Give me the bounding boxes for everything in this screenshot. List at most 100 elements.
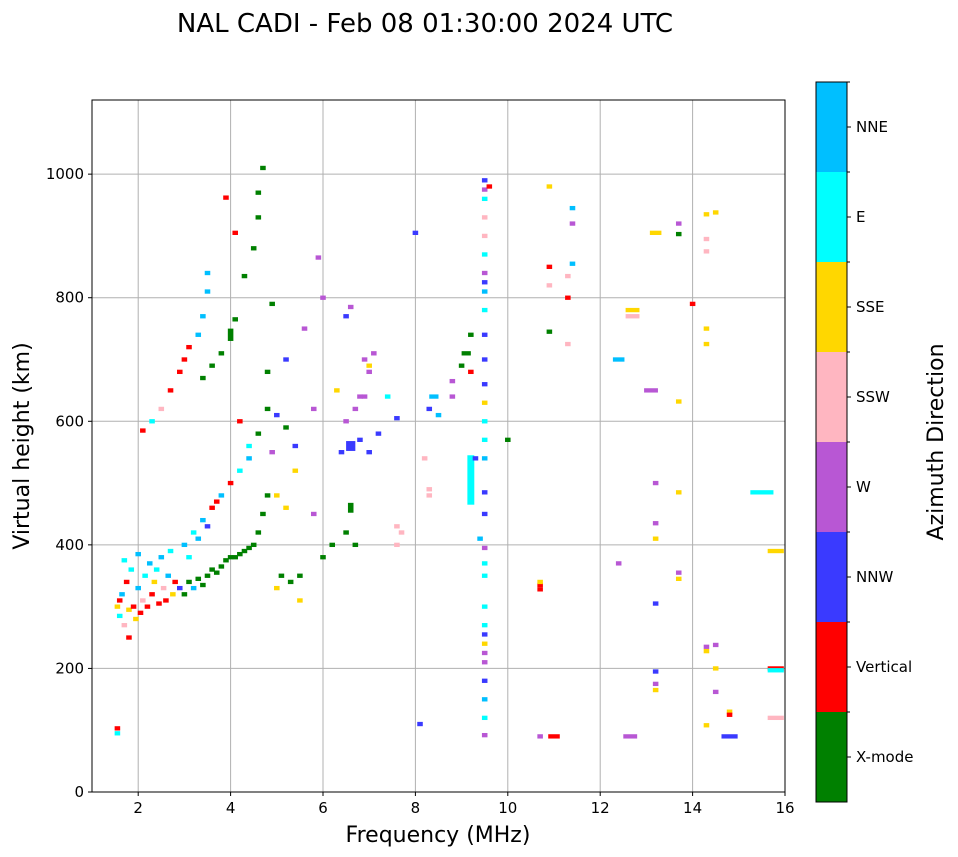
data-point-w: [481, 270, 488, 276]
data-point-w: [644, 388, 658, 393]
data-point-vertical: [213, 499, 220, 504]
data-point-x-mode: [264, 406, 271, 412]
data-point-vertical: [172, 579, 178, 585]
data-point-e: [481, 604, 488, 609]
x-tick-label: 14: [683, 799, 702, 817]
data-point-sse: [126, 607, 132, 612]
data-point-w: [712, 689, 719, 695]
data-point-e: [153, 567, 160, 572]
data-point-vertical: [123, 579, 130, 585]
data-point-x-mode: [218, 564, 225, 569]
data-point-vertical: [565, 295, 571, 300]
colorbar-swatch: [816, 352, 847, 442]
data-point-nne: [195, 536, 202, 541]
data-point-vertical: [227, 480, 234, 486]
data-point-ssw: [426, 493, 433, 498]
colorbar-swatch: [816, 532, 847, 622]
data-point-x-mode: [223, 558, 229, 563]
data-point-x-mode: [237, 551, 243, 557]
data-point-x-mode: [255, 431, 262, 436]
data-point-nne: [181, 542, 188, 548]
data-point-sse: [767, 548, 784, 554]
data-point-e: [384, 394, 391, 399]
data-point-ssw: [426, 487, 433, 492]
colorbar-label: Azimuth Direction: [924, 343, 949, 540]
y-tick-label: 800: [55, 289, 84, 307]
data-point-e: [481, 419, 488, 424]
data-point-nnw: [357, 437, 363, 442]
colorbar-frame: [815, 81, 848, 803]
data-point-nne: [218, 493, 225, 498]
data-point-nnw: [481, 332, 488, 337]
data-point-nnw: [274, 412, 280, 418]
data-point-sse: [703, 723, 710, 728]
data-point-x-mode: [200, 375, 206, 381]
data-point-nnw: [375, 431, 382, 436]
data-point-sse: [652, 687, 659, 693]
data-point-x-mode: [347, 502, 354, 513]
data-point-nnw: [721, 734, 738, 739]
data-point-ssw: [565, 273, 571, 279]
data-point-sse: [274, 585, 280, 591]
data-point-sse: [703, 212, 710, 217]
data-point-w: [623, 734, 638, 739]
data-point-w: [366, 369, 372, 375]
grid: [92, 100, 785, 792]
data-point-ssw: [394, 524, 400, 529]
data-point-nne: [165, 573, 172, 578]
data-point-vertical: [130, 604, 137, 609]
data-point-vertical: [149, 592, 155, 597]
colorbar-swatch: [816, 262, 847, 352]
data-point-ssw: [121, 623, 128, 628]
y-tick-label: 0: [74, 783, 84, 801]
data-point-e: [186, 555, 192, 560]
colorbar-label-item: NNW: [856, 568, 893, 586]
x-tick-label: 10: [498, 799, 517, 817]
data-point-nnw: [481, 178, 488, 183]
data-point-sse: [712, 210, 719, 215]
data-point-x-mode: [246, 545, 252, 551]
data-point-x-mode: [320, 555, 326, 560]
data-point-sse: [625, 307, 640, 313]
data-point-w: [652, 681, 659, 687]
data-point-e: [481, 196, 488, 202]
data-point-x-mode: [255, 215, 262, 220]
data-point-x-mode: [546, 329, 553, 334]
data-point-nne: [481, 289, 488, 294]
data-point-nnw: [481, 382, 488, 387]
y-axis-label: Virtual height (km): [10, 342, 35, 549]
data-point-x-mode: [468, 332, 474, 337]
data-point-sse: [151, 579, 158, 585]
data-point-nnw: [481, 511, 488, 517]
data-point-x-mode: [461, 351, 471, 356]
data-point-vertical: [177, 369, 183, 375]
data-point-x-mode: [255, 530, 262, 535]
data-point-w: [481, 187, 488, 192]
data-point-w: [703, 644, 710, 649]
data-point-nne: [195, 332, 202, 337]
data-point-w: [675, 570, 682, 575]
data-point-x-mode: [352, 542, 359, 548]
y-tick-label: 200: [55, 659, 84, 677]
data-point-w: [449, 394, 456, 399]
data-point-sse: [481, 400, 488, 405]
data-point-nne: [435, 412, 442, 418]
data-point-e: [246, 443, 252, 449]
data-point-x-mode: [209, 363, 215, 368]
data-point-w: [343, 419, 349, 424]
colorbar-swatch: [816, 172, 847, 262]
data-point-w: [449, 378, 456, 384]
data-point-x-mode: [278, 573, 285, 578]
data-point-ssw: [767, 715, 784, 721]
x-tick-label: 4: [226, 799, 236, 817]
chart-title: NAL CADI - Feb 08 01:30:00 2024 UTC: [177, 9, 673, 39]
y-tick-label: 400: [55, 536, 84, 554]
data-point-vertical: [689, 301, 696, 307]
data-point-ssw: [394, 542, 400, 548]
data-point-w: [301, 326, 308, 331]
data-point-nne: [119, 592, 125, 597]
data-point-e: [121, 558, 128, 563]
data-point-nnw: [481, 632, 488, 637]
data-point-sse: [481, 641, 488, 646]
data-point-e: [481, 561, 488, 566]
